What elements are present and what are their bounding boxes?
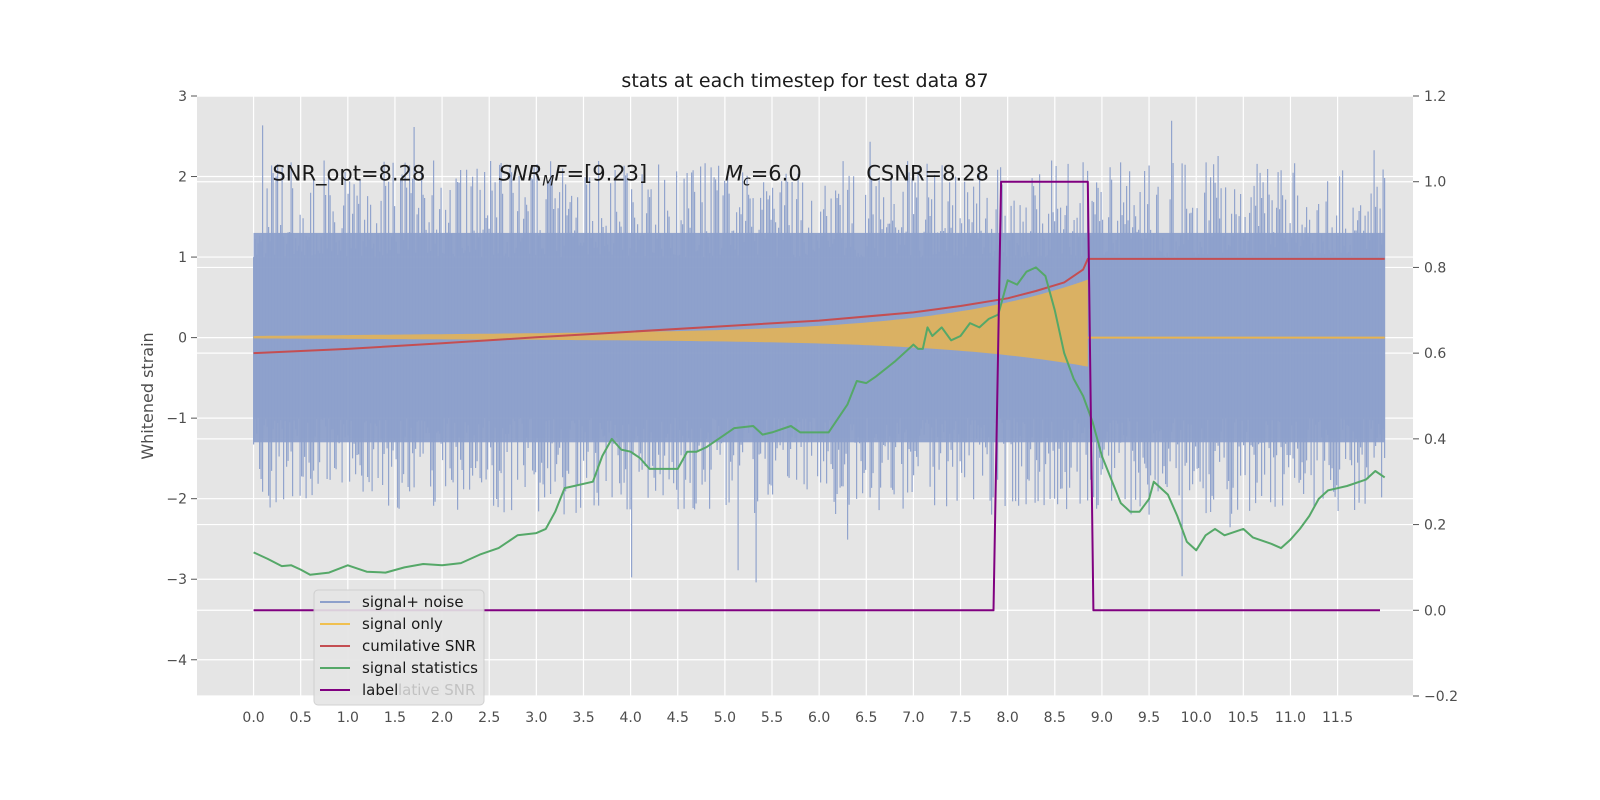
y-tick-label: −2 bbox=[166, 492, 187, 508]
y-right-tick-label: 0.6 bbox=[1424, 346, 1446, 362]
legend-entry: label bbox=[362, 681, 398, 699]
x-tick-label: 2.0 bbox=[431, 710, 453, 726]
x-tick-label: 3.0 bbox=[525, 710, 547, 726]
legend: signal+ noise signal only cumilative SNR si… bbox=[313, 589, 485, 706]
annotation: Mc=6.0 bbox=[725, 162, 802, 190]
y-right-tick-label: 0.2 bbox=[1424, 518, 1446, 534]
x-tick-label: 7.5 bbox=[949, 710, 971, 726]
annotation-italic-tail: F bbox=[554, 162, 567, 186]
annotation-subscript: c bbox=[743, 174, 751, 190]
x-tick-label: 5.0 bbox=[714, 710, 736, 726]
x-tick-label: 5.5 bbox=[761, 710, 783, 726]
annotation-subscript: M bbox=[542, 174, 554, 190]
y-right-tick-label: 0.0 bbox=[1424, 603, 1446, 619]
legend-entry: signal only bbox=[362, 615, 443, 633]
series-lines bbox=[253, 180, 1386, 612]
y-tick-label: 3 bbox=[178, 89, 187, 105]
y-tick-label: 0 bbox=[178, 331, 187, 347]
annotations: SNR_opt=8.28 SNRMF=[9.23] Mc=6.0 CSNR=8.28 bbox=[272, 162, 989, 190]
legend-entry: signal statistics bbox=[362, 659, 478, 677]
y-right-tick-label: −0.2 bbox=[1424, 689, 1458, 705]
x-tick-label: 4.5 bbox=[667, 710, 689, 726]
y-tick-label: 2 bbox=[178, 170, 187, 186]
annotation-main: M bbox=[725, 162, 743, 186]
y-tick-label: −1 bbox=[166, 411, 187, 427]
x-tick-label: 6.5 bbox=[855, 710, 877, 726]
x-tick-label: 6.0 bbox=[808, 710, 830, 726]
annotation: CSNR=8.28 bbox=[866, 162, 989, 186]
series-signal-statistics bbox=[253, 266, 1386, 576]
y-axis-label: Whitened strain bbox=[138, 332, 157, 459]
annotation-main: SNR bbox=[499, 162, 543, 186]
x-tick-label: 1.0 bbox=[337, 710, 359, 726]
annotation: SNRMF=[9.23] bbox=[499, 162, 648, 190]
x-tick-label: 8.0 bbox=[997, 710, 1019, 726]
x-tick-label: 0.5 bbox=[290, 710, 312, 726]
x-tick-label: 10.0 bbox=[1181, 710, 1212, 726]
x-tick-label: 7.0 bbox=[902, 710, 924, 726]
annotation: SNR_opt=8.28 bbox=[272, 162, 425, 187]
legend-ghost-text: lative SNR bbox=[398, 681, 475, 699]
tick-labels: 0.0 0.5 1.0 1.5 2.0 2.5 3.0 3.5 4.0 4.5 5.0 5.5 6.0 6… bbox=[166, 89, 1458, 726]
x-tick-label: 1.5 bbox=[384, 710, 406, 726]
y-right-tick-label: 1.0 bbox=[1424, 175, 1446, 191]
annotation-rest: =[9.23] bbox=[566, 162, 647, 186]
x-tick-label: 3.5 bbox=[572, 710, 594, 726]
y-tick-label: 1 bbox=[178, 250, 187, 266]
y-right-tick-label: 0.8 bbox=[1424, 260, 1446, 276]
y-right-tick-label: 1.2 bbox=[1424, 89, 1446, 105]
annotation-tail: F=[9.23] bbox=[554, 162, 647, 186]
x-tick-label: 0.0 bbox=[242, 710, 264, 726]
x-tick-label: 2.5 bbox=[478, 710, 500, 726]
x-tick-label: 4.0 bbox=[619, 710, 641, 726]
series-label bbox=[253, 180, 1380, 612]
y-tick-label: −3 bbox=[166, 572, 187, 588]
x-tick-label: 9.0 bbox=[1091, 710, 1113, 726]
signal-envelope bbox=[253, 279, 1088, 367]
annotation-tail: =6.0 bbox=[751, 162, 802, 186]
y-right-tick-label: 0.4 bbox=[1424, 432, 1446, 448]
x-tick-label: 8.5 bbox=[1044, 710, 1066, 726]
series-cumilative-snr bbox=[253, 257, 1385, 355]
x-tick-label: 11.0 bbox=[1275, 710, 1306, 726]
legend-entry: signal+ noise bbox=[362, 593, 464, 611]
y-tick-label: −4 bbox=[166, 653, 187, 669]
x-tick-label: 10.5 bbox=[1228, 710, 1259, 726]
legend-box bbox=[313, 589, 485, 706]
legend-entry: cumilative SNR bbox=[362, 637, 476, 655]
series-signal-only bbox=[253, 279, 1385, 367]
chart-title: stats at each timestep for test data 87 bbox=[621, 70, 988, 92]
x-tick-label: 11.5 bbox=[1322, 710, 1353, 726]
x-tick-label: 9.5 bbox=[1138, 710, 1160, 726]
